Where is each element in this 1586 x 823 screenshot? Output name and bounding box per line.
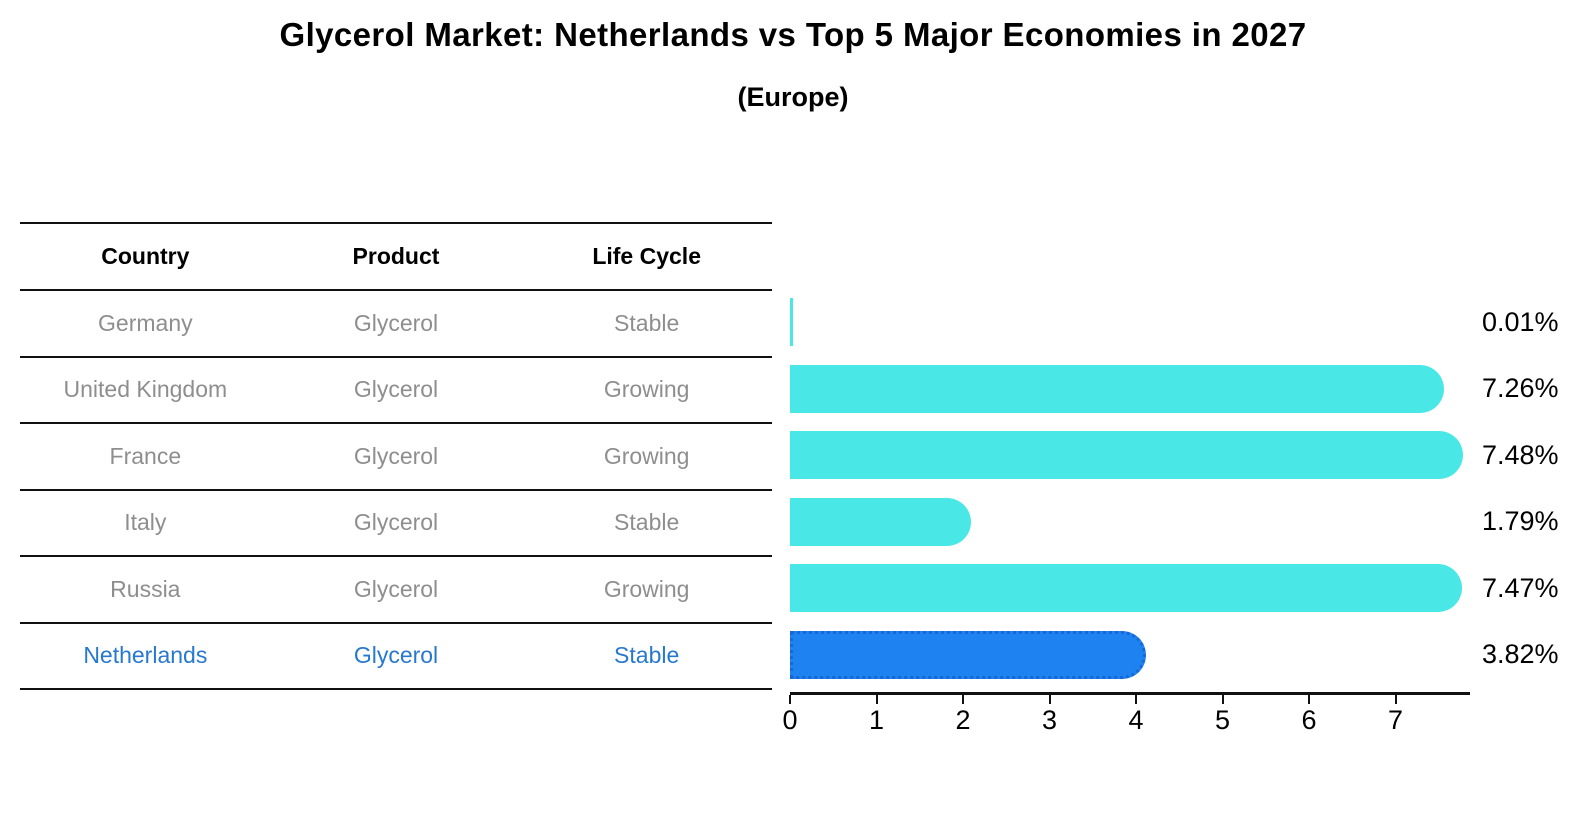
table-cell-life-cycle: Stable (614, 509, 680, 536)
x-tick-mark (962, 695, 964, 704)
bar-russia (790, 564, 1463, 612)
table-cell-country: United Kingdom (63, 376, 228, 403)
x-tick-mark (1308, 695, 1310, 704)
bar-germany (790, 298, 793, 346)
chart-subtitle: (Europe) (737, 82, 849, 112)
x-tick-label: 4 (1128, 705, 1144, 735)
bar-row: 0.01% (790, 289, 1586, 356)
x-tick-mark (789, 695, 791, 704)
x-tick-label: 3 (1041, 705, 1058, 735)
table-cell-life-cycle: Growing (603, 442, 690, 469)
table-cell-life-cycle: Stable (614, 642, 680, 669)
value-label: 7.47% (1482, 572, 1559, 603)
x-tick-mark (1394, 695, 1397, 704)
value-label: 3.82% (1482, 639, 1559, 670)
bars-area: 0.01% 7.26% 7.48% 1.79% 7.47% 3.82% (790, 289, 1586, 689)
chart-title: Glycerol Market: Netherlands vs Top 5 Ma… (279, 16, 1307, 53)
table-cell-product: Glycerol (353, 442, 439, 469)
country-table: Country Product Life Cycle Germany Glycer… (20, 222, 772, 690)
table-row: Germany Glycerol Stable (20, 291, 772, 358)
bar-france (790, 431, 1464, 479)
table-cell-country: Italy (124, 509, 167, 536)
x-axis-line (790, 692, 1470, 695)
bar-united-kingdom (790, 364, 1444, 413)
table-row: Russia Glycerol Growing (20, 557, 772, 624)
bar-row: 7.47% (790, 555, 1586, 622)
x-tick-mark (875, 695, 878, 704)
x-axis-ticks: 0 1 2 3 4 5 6 7 (782, 692, 1510, 747)
table-cell-country: Russia (110, 575, 181, 602)
table-cell-product: Glycerol (353, 509, 439, 536)
table-cell-life-cycle: Stable (614, 309, 680, 336)
table-row: Italy Glycerol Stable (20, 491, 772, 557)
table-cell-product: Glycerol (353, 309, 439, 336)
bar-row: 1.79% (790, 489, 1586, 556)
table-cell-life-cycle: Growing (603, 575, 690, 602)
bar-italy (790, 497, 971, 546)
table-cell-country: France (109, 442, 182, 469)
table-cell-country: Germany (98, 309, 193, 336)
table-header-row: Country Product Life Cycle (20, 224, 772, 291)
x-tick-label: 1 (868, 705, 885, 735)
value-label: 0.01% (1482, 306, 1559, 337)
column-header-life-cycle: Life Cycle (592, 243, 701, 269)
column-header-product: Product (352, 243, 440, 269)
table-row: Netherlands Glycerol Stable (20, 624, 772, 690)
value-label: 1.79% (1482, 506, 1559, 537)
table-cell-product: Glycerol (353, 642, 439, 669)
table-row: United Kingdom Glycerol Growing (20, 358, 772, 424)
x-tick-mark (1135, 695, 1137, 704)
bar-row: 7.26% (790, 356, 1586, 423)
x-tick-mark (1048, 695, 1051, 704)
value-label: 7.26% (1482, 373, 1559, 404)
value-label: 7.48% (1482, 439, 1559, 470)
table-cell-country: Netherlands (83, 642, 208, 669)
x-tick-label: 2 (955, 705, 971, 735)
table-cell-life-cycle: Growing (603, 376, 690, 403)
bar-row: 3.82% (790, 622, 1586, 689)
country-table-rows: Germany Glycerol Stable United Kingdom Glyce… (20, 291, 772, 690)
x-tick-label: 0 (782, 705, 798, 735)
x-tick-label: 5 (1214, 705, 1231, 735)
x-tick-mark (1221, 695, 1224, 704)
x-tick-label: 6 (1301, 705, 1317, 735)
table-row: France Glycerol Growing (20, 424, 772, 491)
bar-row: 7.48% (790, 422, 1586, 489)
table-cell-product: Glycerol (353, 376, 439, 403)
bar-netherlands (790, 630, 1147, 679)
column-header-country: Country (101, 243, 190, 269)
table-cell-product: Glycerol (353, 575, 439, 602)
x-tick-label: 7 (1387, 705, 1404, 735)
